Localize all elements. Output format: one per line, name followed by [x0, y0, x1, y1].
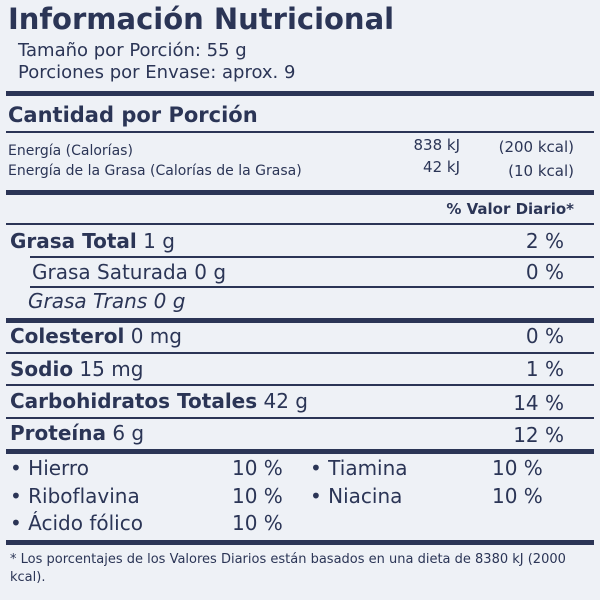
energy-label: Energía (Calorías)	[8, 143, 133, 159]
vitamin-value: 10 %	[232, 484, 283, 508]
daily-value-header: % Valor Diario*	[446, 200, 574, 218]
rule	[30, 256, 594, 258]
nutrient-amount: 1 g	[143, 229, 175, 253]
vitamin-value: 10 %	[492, 484, 543, 508]
daily-value: 14 %	[513, 391, 564, 415]
vitamin-name: Hierro	[28, 456, 89, 480]
daily-value: 2 %	[525, 229, 564, 253]
rule	[6, 131, 594, 133]
energy-kcal: (10 kcal)	[508, 162, 574, 180]
nutrient-name: Carbohidratos Totales	[10, 389, 258, 413]
nutrient-name: Grasa Trans	[28, 289, 148, 313]
nutrient-name: Grasa Total	[10, 229, 137, 253]
rule	[6, 91, 594, 96]
amount-header: Cantidad por Porción	[8, 103, 258, 127]
energy-label: Energía de la Grasa (Calorías de la Gras…	[8, 163, 302, 179]
rule	[6, 417, 594, 419]
nutrient-name: Grasa Saturada	[32, 260, 188, 284]
nutrient-name: Sodio	[10, 357, 74, 381]
nutrient-amount: 0 mg	[130, 324, 182, 348]
rule	[6, 190, 594, 195]
vitamin-name: Riboflavina	[28, 484, 140, 508]
nutrient-name: Colesterol	[10, 324, 125, 348]
daily-value: 1 %	[525, 357, 564, 381]
rule	[6, 318, 594, 323]
rule	[6, 540, 594, 545]
vitamin-name: Tiamina	[328, 456, 408, 480]
nutrient-amount: 6 g	[112, 421, 145, 445]
vitamin-name: Niacina	[328, 484, 403, 508]
rule	[6, 352, 594, 354]
rule	[6, 223, 594, 225]
rule	[6, 449, 594, 454]
vitamin-name: Ácido fólico	[28, 511, 143, 535]
servings: Porciones por Envase: aprox. 9	[18, 62, 296, 83]
nutrient-amount: 42 g	[263, 389, 309, 413]
daily-value: 0 %	[525, 324, 564, 348]
nutrient-amount: 0 g	[153, 289, 186, 313]
daily-value: 12 %	[513, 423, 564, 447]
footnote: * Los porcentajes de los Valores Diarios…	[10, 552, 566, 585]
nutrient-amount: 0 g	[194, 260, 227, 284]
daily-value: 0 %	[525, 260, 564, 284]
vitamin-value: 10 %	[232, 511, 283, 535]
energy-kj: 42 kJ	[423, 158, 460, 176]
energy-kcal: (200 kcal)	[498, 138, 574, 156]
title: Información Nutricional	[8, 2, 395, 36]
energy-kj: 838 kJ	[413, 136, 460, 154]
rule	[30, 286, 594, 288]
nutrient-name: Proteína	[10, 421, 106, 445]
vitamin-value: 10 %	[492, 456, 543, 480]
serving-size: Tamaño por Porción: 55 g	[18, 40, 247, 61]
nutrient-amount: 15 mg	[79, 357, 144, 381]
rule	[6, 384, 594, 386]
vitamin-value: 10 %	[232, 456, 283, 480]
